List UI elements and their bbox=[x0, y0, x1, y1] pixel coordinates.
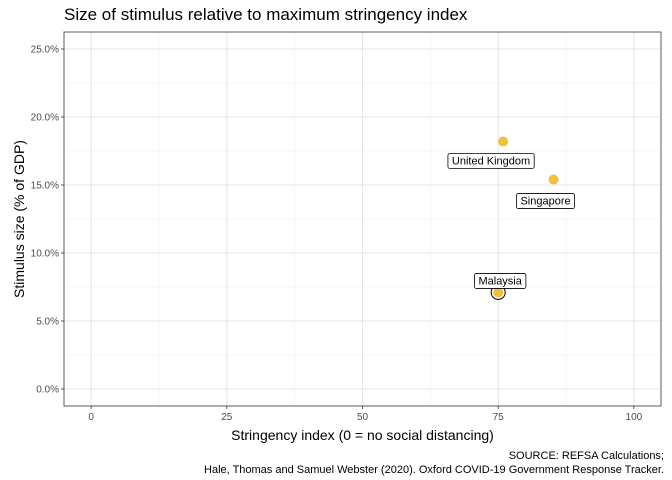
x-tick-label: 0 bbox=[88, 412, 94, 423]
caption-line-1: SOURCE: REFSA Calculations; bbox=[508, 450, 664, 462]
data-label-box bbox=[447, 153, 535, 169]
data-label-box bbox=[516, 193, 576, 209]
x-tick-label: 25 bbox=[221, 412, 233, 423]
y-tick-label: 10.0% bbox=[31, 249, 59, 260]
data-point bbox=[548, 174, 559, 185]
caption-line-2: Hale, Thomas and Samuel Webster (2020). … bbox=[204, 464, 664, 476]
x-tick-label: 100 bbox=[626, 412, 643, 423]
axis-ticks: 0 25 50 75 100 0.0% 5.0% 10.0% 15.0% 20.0% 25.0% bbox=[31, 45, 643, 424]
data-label: Singapore bbox=[516, 193, 576, 209]
data-label-box bbox=[474, 273, 527, 289]
major-gridlines bbox=[64, 32, 661, 406]
data-label-text: Malaysia bbox=[478, 275, 522, 287]
y-tick-label: 0.0% bbox=[36, 385, 59, 396]
x-tick-label: 50 bbox=[357, 412, 369, 423]
data-points bbox=[490, 136, 559, 300]
data-label: United Kingdom bbox=[447, 153, 535, 169]
y-axis-label: Stimulus size (% of GDP) bbox=[11, 140, 27, 298]
y-tick-label: 25.0% bbox=[31, 45, 59, 56]
data-point bbox=[498, 136, 509, 147]
data-labels: United Kingdom Singapore Malaysia bbox=[447, 153, 576, 289]
source-caption: SOURCE: REFSA Calculations; Hale, Thomas… bbox=[204, 449, 664, 477]
data-label: Malaysia bbox=[474, 273, 527, 289]
data-label-text: United Kingdom bbox=[452, 155, 530, 167]
x-axis-label: Stringency index (0 = no social distanci… bbox=[231, 427, 494, 443]
y-tick-label: 20.0% bbox=[31, 113, 59, 124]
x-tick-label: 75 bbox=[493, 412, 505, 423]
data-point bbox=[493, 287, 504, 298]
y-tick-label: 15.0% bbox=[31, 181, 59, 192]
chart-title: Size of stimulus relative to maximum str… bbox=[64, 5, 468, 24]
data-label-text: Singapore bbox=[520, 196, 570, 208]
y-tick-label: 5.0% bbox=[36, 317, 59, 328]
